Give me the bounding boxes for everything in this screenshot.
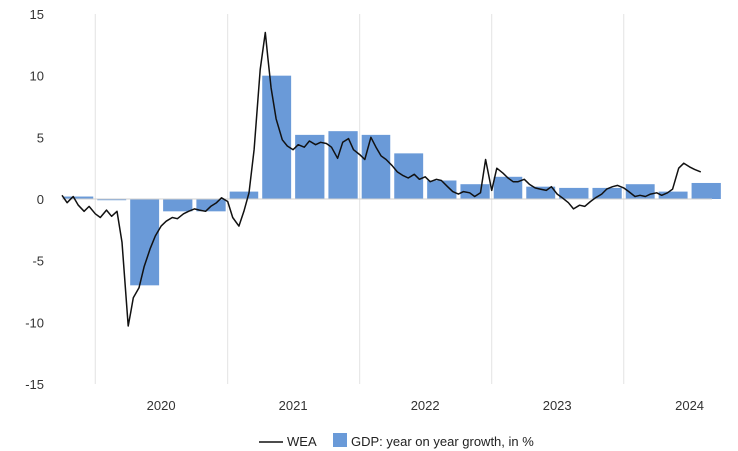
legend: WEA GDP: year on year growth, in % [259,433,534,449]
x-tick-label: 2023 [543,398,572,413]
gdp-bar [559,187,589,199]
x-tick-label: 2020 [147,398,176,413]
legend-gdp-swatch [333,433,347,447]
gdp-bar [64,196,94,199]
x-tick-label: 2021 [279,398,308,413]
x-tick-label: 2022 [411,398,440,413]
y-tick-label: 0 [37,192,44,207]
y-tick-label: 5 [37,130,44,145]
gdp-bar [163,199,193,212]
y-axis-ticks: 15 10 5 0 -5 -10 -15 [25,7,44,392]
gdp-bar [460,184,490,199]
gdp-bar [592,187,622,199]
legend-wea-label: WEA [287,434,317,449]
gdp-bar [262,75,292,199]
y-tick-label: 15 [30,7,44,22]
y-tick-label: -5 [32,254,44,269]
x-axis-ticks: 2020 2021 2022 2023 2024 [147,398,704,413]
gdp-bar [196,199,226,212]
gdp-bar [361,134,391,199]
legend-gdp-label: GDP: year on year growth, in % [351,434,534,449]
y-tick-label: -10 [25,315,44,330]
gdp-bar [493,176,523,199]
gdp-bar [394,153,424,199]
gdp-bar [427,180,457,199]
y-tick-label: -15 [25,377,44,392]
x-tick-label: 2024 [675,398,704,413]
gdp-bars [64,75,721,286]
gdp-bar [658,191,688,199]
gdp-bar [625,184,655,199]
wea-line-group [61,31,702,327]
gdp-bar [229,191,259,199]
gdp-bar [97,199,127,201]
gdp-bar [691,182,721,199]
gdp-bar [130,199,160,286]
y-tick-label: 10 [30,69,44,84]
wea-line [61,31,702,327]
